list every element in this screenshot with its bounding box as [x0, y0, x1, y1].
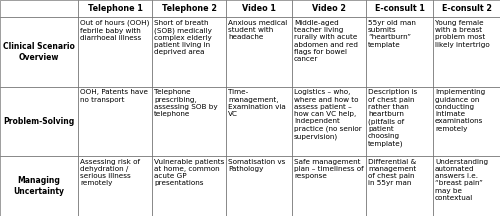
Bar [226, 156, 292, 216]
Bar [292, 156, 366, 216]
Bar [433, 17, 500, 87]
Text: Assessing risk of
dehydration /
serious illness
remotely: Assessing risk of dehydration / serious … [80, 159, 140, 186]
Bar [366, 17, 433, 87]
Bar [292, 17, 366, 87]
Text: Logistics – who,
where and how to
assess patient –
how can VC help,
Independent
: Logistics – who, where and how to assess… [294, 89, 362, 140]
Text: Somatisation vs
Pathology: Somatisation vs Pathology [228, 159, 285, 172]
Text: Young female
with a breast
problem most
likely intertrigo: Young female with a breast problem most … [435, 20, 490, 48]
Bar [292, 0, 366, 17]
Bar [226, 0, 292, 17]
Text: Clinical Scenario
Overview: Clinical Scenario Overview [3, 42, 75, 62]
Text: Short of breath
(SOB) medically
complex elderly
patient living in
deprived area: Short of breath (SOB) medically complex … [154, 20, 212, 55]
Bar [78, 156, 152, 216]
Text: Description is
of chest pain
rather than
heartburn
(pitfalls of
patient
choosing: Description is of chest pain rather than… [368, 89, 417, 147]
Bar [152, 0, 226, 17]
Text: Problem-Solving: Problem-Solving [4, 117, 74, 126]
Text: E-consult 2: E-consult 2 [442, 4, 492, 13]
Bar [152, 156, 226, 216]
Bar [152, 87, 226, 156]
Bar [226, 17, 292, 87]
Text: Implementing
guidance on
conducting
intimate
examinations
remotely: Implementing guidance on conducting inti… [435, 89, 485, 132]
Bar [152, 17, 226, 87]
Bar [78, 17, 152, 87]
Bar [366, 0, 433, 17]
Text: Video 1: Video 1 [242, 4, 276, 13]
Bar [0, 87, 78, 156]
Text: OOH, Patents have
no transport: OOH, Patents have no transport [80, 89, 148, 103]
Text: Telephone 2: Telephone 2 [162, 4, 216, 13]
Text: Safe management
plan – timeliness of
response: Safe management plan – timeliness of res… [294, 159, 364, 179]
Bar [366, 156, 433, 216]
Bar [78, 0, 152, 17]
Text: Telephone
prescribing,
assessing SOB by
telephone: Telephone prescribing, assessing SOB by … [154, 89, 218, 117]
Text: E-consult 1: E-consult 1 [374, 4, 424, 13]
Text: Anxious medical
student with
headache: Anxious medical student with headache [228, 20, 287, 40]
Text: Understanding
automated
answers i.e.
“breast pain”
may be
contextual: Understanding automated answers i.e. “br… [435, 159, 488, 201]
Text: Time-
management,
Examination via
VC: Time- management, Examination via VC [228, 89, 286, 117]
Text: Telephone 1: Telephone 1 [88, 4, 142, 13]
Bar [0, 0, 78, 17]
Bar [433, 156, 500, 216]
Bar [226, 87, 292, 156]
Text: Video 2: Video 2 [312, 4, 346, 13]
Text: Out of hours (OOH)
febrile baby with
diarrhoeal illness: Out of hours (OOH) febrile baby with dia… [80, 20, 150, 41]
Text: 55yr old man
submits
“heartburn”
template: 55yr old man submits “heartburn” templat… [368, 20, 416, 48]
Text: Differential &
management
of chest pain
in 55yr man: Differential & management of chest pain … [368, 159, 416, 186]
Bar [0, 156, 78, 216]
Bar [366, 87, 433, 156]
Bar [433, 0, 500, 17]
Text: Managing
Uncertainty: Managing Uncertainty [14, 176, 64, 196]
Text: Middle-aged
teacher living
rurally with acute
abdomen and red
flags for bowel
ca: Middle-aged teacher living rurally with … [294, 20, 358, 62]
Bar [0, 17, 78, 87]
Bar [292, 87, 366, 156]
Bar [78, 87, 152, 156]
Bar [433, 87, 500, 156]
Text: Vulnerable patients
at home, common
acute GP
presentations: Vulnerable patients at home, common acut… [154, 159, 224, 186]
